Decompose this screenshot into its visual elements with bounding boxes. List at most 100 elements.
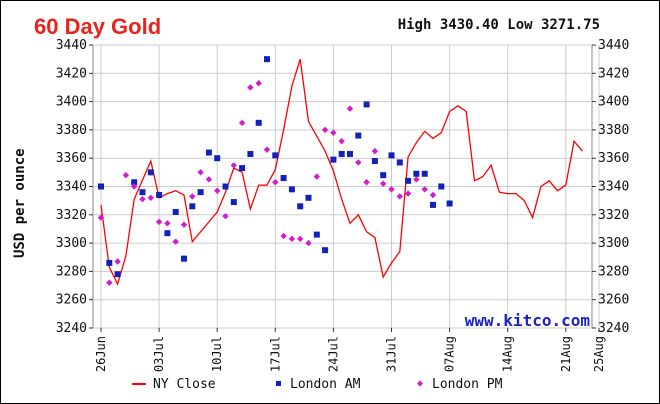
london-pm-point xyxy=(139,196,146,203)
london-am-point xyxy=(264,56,270,63)
london-pm-point xyxy=(297,235,304,243)
legend: NY Close London AM London PM xyxy=(132,377,503,392)
london-pm-point xyxy=(205,176,213,183)
london-am-point xyxy=(214,155,221,162)
london-pm-point xyxy=(114,258,121,265)
y-ticks-right: 3240 3260 3280 3300 3320 3340 3360 3380 3400 3420… xyxy=(598,38,629,336)
london-am-point xyxy=(446,200,453,207)
london-am-point xyxy=(396,159,403,166)
london-pm-point xyxy=(338,138,345,145)
london-am-point xyxy=(181,255,187,262)
london-pm-point xyxy=(355,159,362,166)
london-am-point xyxy=(106,259,113,266)
london-am-point xyxy=(355,132,362,139)
london-am-point xyxy=(438,183,445,190)
high-low-readout: High 3430.40 Low 3271.75 xyxy=(397,17,600,33)
london-am-point xyxy=(139,189,146,196)
london-am-point xyxy=(255,119,262,126)
x-tick-label: 21Aug xyxy=(559,336,573,372)
london-am-point xyxy=(305,194,312,201)
london-pm-point xyxy=(189,193,196,200)
london-am-point xyxy=(322,247,329,254)
london-am-point xyxy=(371,158,378,165)
y-tick-label: 3240 xyxy=(598,321,629,336)
london-pm-point xyxy=(172,238,179,245)
london-am-point xyxy=(247,150,254,157)
london-pm-point xyxy=(363,179,370,186)
london-pm-point xyxy=(280,232,287,240)
y-tick-label: 3340 xyxy=(598,180,629,195)
london-pm-point xyxy=(263,146,271,153)
y-tick-label: 3400 xyxy=(598,95,629,110)
legend-label-london-pm: London PM xyxy=(432,377,503,392)
y-tick-label: 3320 xyxy=(598,208,629,223)
london-pm-point xyxy=(272,179,279,186)
london-am-point xyxy=(280,175,287,182)
london-am-point xyxy=(338,150,345,157)
london-am-point xyxy=(147,169,154,176)
london-am-point xyxy=(230,199,237,206)
y-tick-label: 3320 xyxy=(56,208,87,223)
london-pm-point xyxy=(330,129,337,136)
london-pm-point xyxy=(122,171,130,179)
x-tick-label: 10Jul xyxy=(210,336,224,372)
ny-close-line xyxy=(100,59,583,286)
london-am-point xyxy=(222,183,229,190)
london-pm-point xyxy=(180,221,188,228)
london-pm-point xyxy=(313,173,320,180)
y-tick-label: 3380 xyxy=(598,123,629,138)
london-pm-point xyxy=(222,213,229,220)
london-pm-point xyxy=(106,279,113,286)
watermark: www.kitco.com xyxy=(465,311,591,330)
legend-label-london-am: London AM xyxy=(290,377,361,392)
london-pm-point xyxy=(147,194,154,202)
x-tick-label: 07Aug xyxy=(443,336,457,372)
london-am-point xyxy=(205,149,212,156)
y-tick-label: 3340 xyxy=(56,180,87,195)
chart-title: 60 Day Gold xyxy=(34,14,162,39)
london-pm-point xyxy=(97,214,105,221)
x-tick-label: 17Jul xyxy=(268,336,282,372)
london-am-point xyxy=(131,179,138,186)
legend-label-ny-close: NY Close xyxy=(153,377,216,392)
x-tick-label: 24Jul xyxy=(326,336,340,372)
london-pm-point xyxy=(230,162,237,169)
y-tick-label: 3300 xyxy=(598,236,629,251)
london-am-point xyxy=(421,170,428,177)
london-pm-point xyxy=(288,235,296,243)
y-tick-label: 3360 xyxy=(598,151,629,166)
london-pm-point xyxy=(131,183,138,190)
x-tick-label: 25Aug xyxy=(592,336,606,372)
london-pm-point xyxy=(380,180,387,187)
london-pm-point xyxy=(214,187,221,194)
london-am-point xyxy=(239,165,246,172)
london-am-point xyxy=(98,183,104,190)
london-am-point xyxy=(164,230,171,237)
london-pm-point xyxy=(238,119,246,127)
y-tick-label: 3260 xyxy=(56,293,87,308)
y-tick-label: 3280 xyxy=(56,264,87,279)
london-am-point xyxy=(313,231,320,238)
y-tick-label: 3420 xyxy=(598,66,629,81)
y-tick-label: 3440 xyxy=(56,38,87,53)
london-am-point xyxy=(297,203,304,210)
london-pm-point xyxy=(413,176,420,183)
y-tick-label: 3280 xyxy=(598,264,629,279)
y-tick-label: 3300 xyxy=(56,236,87,251)
y-tick-label: 3240 xyxy=(56,321,87,336)
x-tick-label: 14Aug xyxy=(501,336,515,372)
london-am-point xyxy=(405,177,412,184)
london-am-point xyxy=(172,208,179,215)
london-am-point xyxy=(288,186,295,193)
grid-lines xyxy=(89,44,600,332)
london-am-point xyxy=(330,156,337,163)
london-am-point xyxy=(114,271,121,278)
y-tick-label: 3380 xyxy=(56,123,87,138)
series-layer xyxy=(97,56,583,286)
london-pm-point xyxy=(346,105,354,112)
london-am-point xyxy=(156,191,163,198)
y-tick-label: 3440 xyxy=(598,38,629,53)
london-pm-point xyxy=(421,186,428,193)
london-pm-point xyxy=(305,239,312,247)
